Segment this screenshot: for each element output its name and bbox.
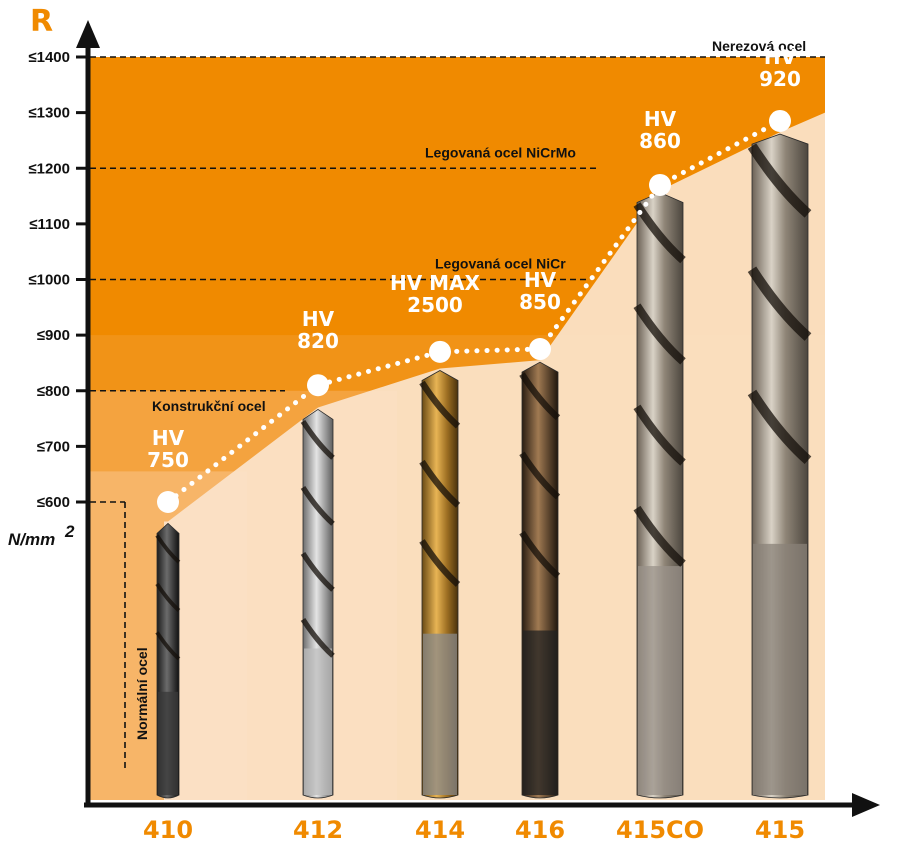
drill-flute <box>633 505 686 567</box>
data-point <box>649 173 671 196</box>
drill-flute <box>633 404 686 466</box>
x-tick-label: 410 <box>143 816 193 844</box>
y-tick-label: ≤900 <box>37 327 70 344</box>
reference-label: Legovaná ocel NiCrMo <box>425 144 576 160</box>
y-tick-label: ≤700 <box>37 438 70 455</box>
y-tick-label: ≤600 <box>37 494 70 511</box>
reference-lines: Konstrukční ocel Legovaná ocel NiCr Legova… <box>90 38 825 770</box>
drill-shank <box>523 630 557 795</box>
drill-bit <box>419 370 461 799</box>
drill-bit <box>300 408 335 799</box>
reference-label: Nerezová ocel <box>712 38 806 54</box>
point-label-top: HV <box>152 426 185 450</box>
y-axis-unit: N/mm <box>8 530 55 549</box>
point-label-top: HV <box>644 107 677 131</box>
drill-flute <box>155 534 181 564</box>
x-tick-label: 416 <box>515 816 565 844</box>
drill-flute <box>155 631 181 661</box>
drill-flute <box>419 539 461 587</box>
drill-shank <box>158 691 178 795</box>
x-tick-label: 412 <box>293 816 343 844</box>
x-tick-label: 414 <box>415 816 465 844</box>
point-label-value: 850 <box>519 290 561 314</box>
drill-flute <box>747 143 812 218</box>
data-point <box>769 109 791 132</box>
drill-flute <box>747 389 812 465</box>
point-label-value: 2500 <box>407 293 463 317</box>
y-tick-label: ≤800 <box>37 383 70 400</box>
drill-bit <box>747 133 812 799</box>
drill-flute <box>155 582 181 612</box>
drill-flute <box>519 372 561 421</box>
axes: ≤600 ≤700 ≤800 ≤900 ≤1000 ≤1100 ≤1200 ≤1300 ≤140… <box>8 4 880 844</box>
drill-images <box>155 133 812 799</box>
point-label-top: HV <box>524 268 557 292</box>
drill-flute <box>300 419 335 460</box>
reference-label: Legovaná ocel NiCr <box>435 256 566 272</box>
point-label-top: HV <box>302 307 335 331</box>
x-tick-label: 415CO <box>616 816 704 844</box>
y-tick-label: ≤1000 <box>28 272 70 289</box>
drill-bit <box>519 361 561 799</box>
drill-flute <box>300 551 335 592</box>
series-layer <box>157 109 791 513</box>
data-point <box>157 491 179 513</box>
drill-flute <box>419 459 461 508</box>
y-axis-unit-superscript: 2 <box>64 522 75 541</box>
data-point <box>529 338 551 361</box>
drill-bit <box>633 192 686 799</box>
drill-flute <box>747 266 812 341</box>
reference-label: Normální ocel <box>134 647 150 740</box>
y-tick-label: ≤1100 <box>29 216 70 233</box>
drill-flute <box>300 617 335 658</box>
point-label-value: 860 <box>639 129 681 153</box>
drill-flute <box>633 303 686 365</box>
point-label-top: HV MAX <box>390 271 481 295</box>
y-axis-title: R <box>30 4 53 39</box>
point-label-value: 750 <box>147 448 189 472</box>
point-label-value: 820 <box>297 329 339 353</box>
y-axis-arrow <box>76 20 100 48</box>
reference-label: Konstrukční ocel <box>152 398 266 414</box>
drill-shank <box>304 648 332 795</box>
data-point <box>429 340 451 363</box>
point-label-value: 920 <box>759 67 801 91</box>
data-point <box>307 374 329 397</box>
x-axis-arrow <box>852 793 880 817</box>
point-label-top: HV <box>764 45 797 69</box>
x-tick-label: 415 <box>755 816 805 844</box>
drill-flute <box>300 485 335 526</box>
y-tick-label: ≤1200 <box>28 160 70 177</box>
y-tick-label: ≤1300 <box>28 105 70 122</box>
drill-shank <box>423 633 457 795</box>
y-tick-label: ≤1400 <box>28 49 70 66</box>
drill-flute <box>419 380 461 429</box>
drill-shank <box>638 566 682 795</box>
drill-bit <box>155 522 181 799</box>
drill-flute <box>519 530 561 579</box>
drill-flute <box>519 451 561 500</box>
drill-shank <box>753 543 807 795</box>
